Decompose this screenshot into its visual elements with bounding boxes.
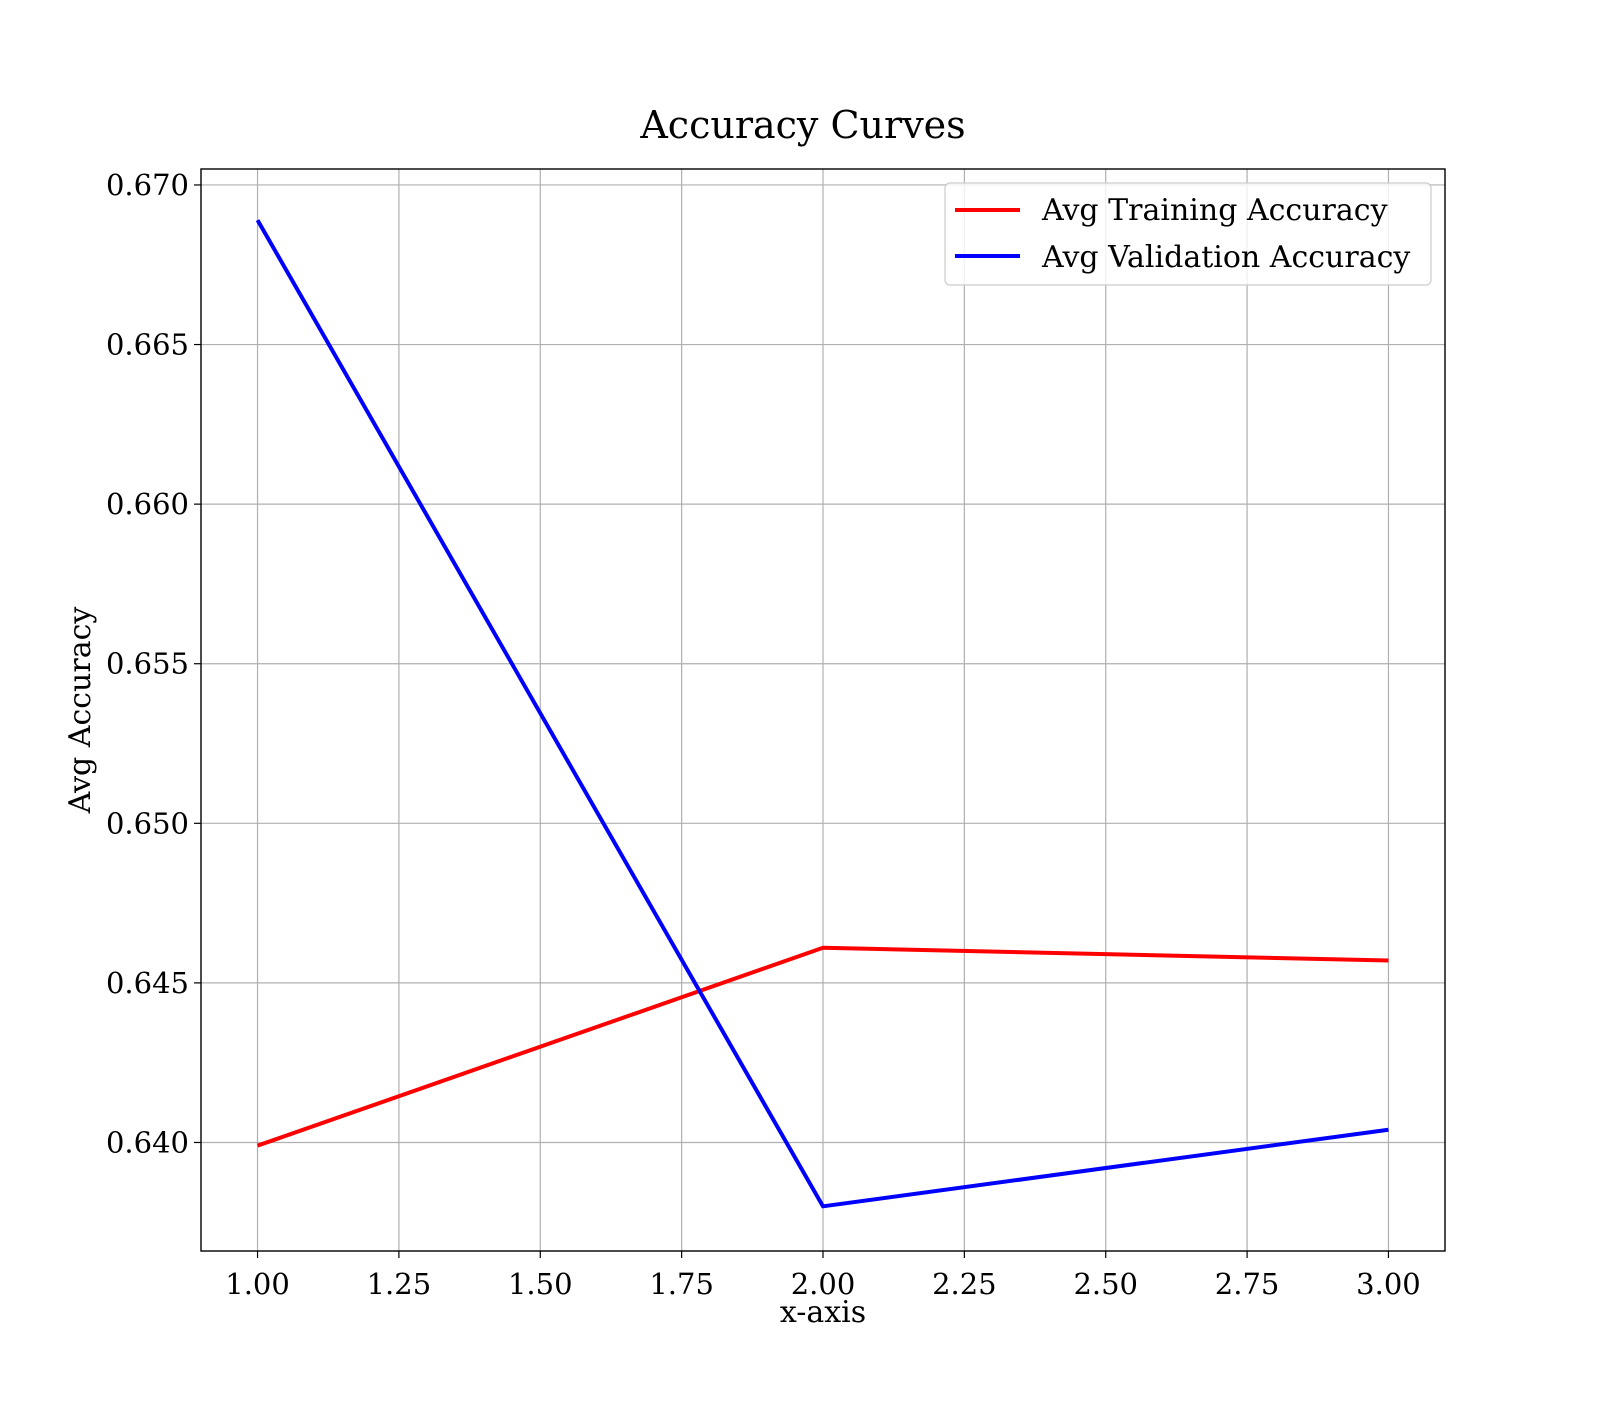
validation-accuracy-line — [255, 219, 1389, 1209]
chart-title: Accuracy Curves — [639, 103, 965, 147]
y-axis-label: Avg Accuracy — [63, 607, 98, 815]
y-tick-label: 0.665 — [106, 328, 189, 362]
x-tick-label: 3.00 — [1356, 1267, 1421, 1301]
y-tick-label: 0.660 — [106, 487, 189, 521]
y-tick-label: 0.650 — [106, 806, 189, 840]
x-tick-label: 1.50 — [508, 1267, 573, 1301]
y-tick-label: 0.670 — [106, 168, 189, 202]
x-axis-label: x-axis — [780, 1295, 866, 1330]
x-tick-label: 2.25 — [932, 1267, 997, 1301]
legend-label-validation: Avg Validation Accuracy — [1041, 240, 1410, 275]
x-tick-label: 1.75 — [649, 1267, 714, 1301]
legend: Avg Training Accuracy Avg Validation Acc… — [944, 182, 1432, 286]
legend-label-training: Avg Training Accuracy — [1041, 193, 1388, 228]
axis-ticks: 1.00 1.25 1.50 1.75 2.00 2.25 2.50 2.75 3.00 0.64… — [106, 168, 1421, 1301]
legend-box — [944, 182, 1432, 286]
series-lines — [255, 219, 1389, 1209]
x-tick-label: 2.75 — [1215, 1267, 1280, 1301]
y-tick-label: 0.645 — [106, 966, 189, 1000]
training-accuracy-line — [256, 945, 1389, 1148]
x-tick-label: 1.00 — [225, 1267, 290, 1301]
x-tick-label: 2.50 — [1073, 1267, 1138, 1301]
grid — [201, 169, 1445, 1251]
x-tick-label: 2.00 — [791, 1267, 856, 1301]
x-tick-label: 1.25 — [367, 1267, 432, 1301]
y-tick-label: 0.640 — [106, 1125, 189, 1159]
y-tick-label: 0.655 — [106, 647, 189, 681]
